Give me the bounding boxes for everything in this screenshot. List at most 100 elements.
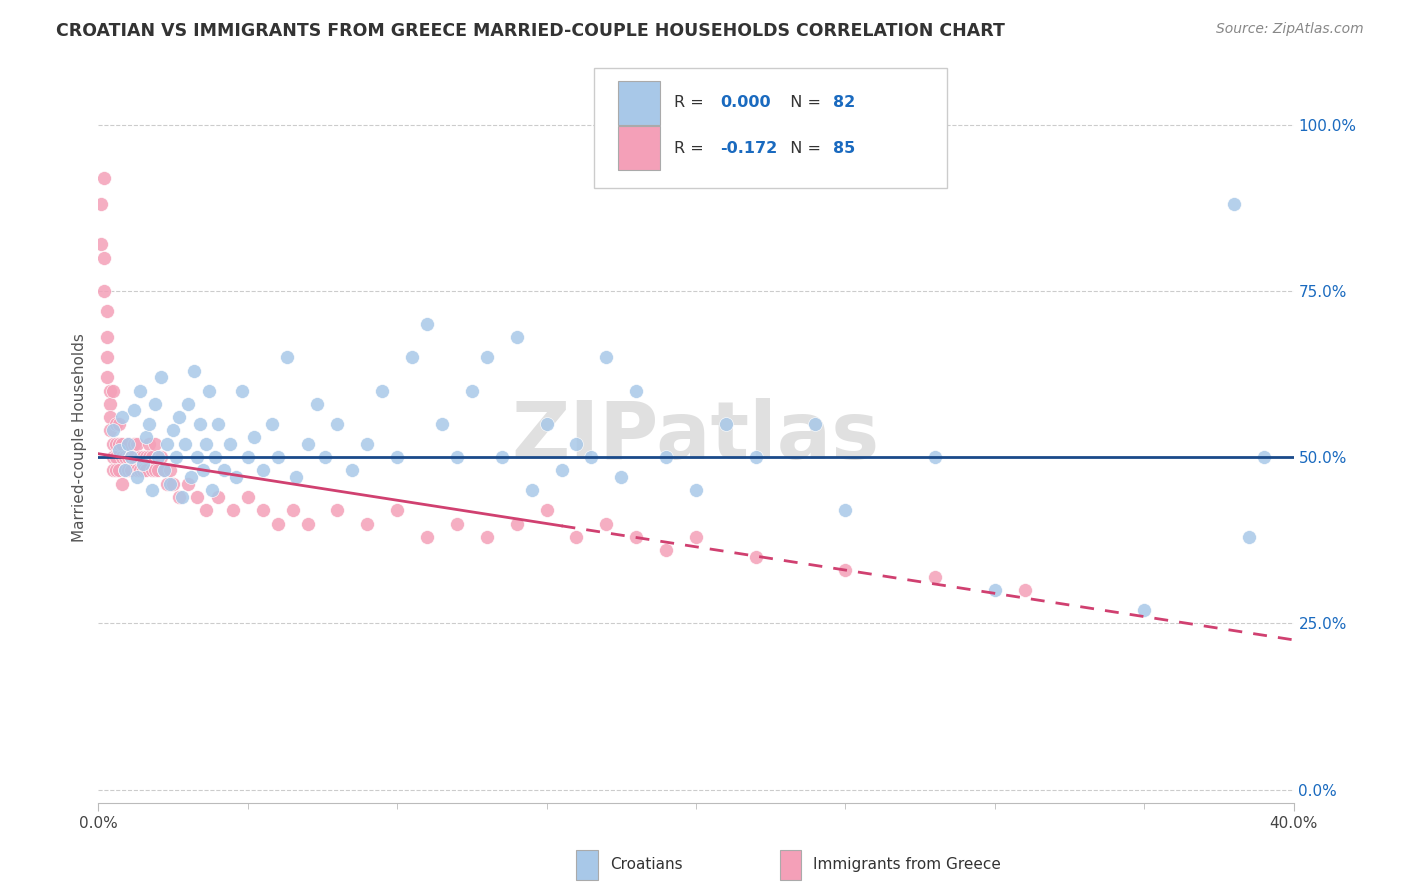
Point: [90, 197, 112, 211]
Point: [162, 476, 184, 491]
Point: [984, 582, 1007, 597]
Point: [96, 330, 118, 344]
Point: [195, 436, 218, 450]
Point: [581, 450, 603, 464]
Point: [446, 450, 468, 464]
Y-axis label: Married-couple Households: Married-couple Households: [72, 333, 87, 541]
Point: [117, 436, 139, 450]
Point: [550, 463, 572, 477]
Point: [201, 483, 224, 498]
Point: [98, 410, 122, 425]
Point: [191, 463, 214, 477]
Point: [103, 450, 125, 464]
Point: [297, 436, 319, 450]
Point: [98, 397, 122, 411]
Point: [93, 284, 115, 298]
Point: [111, 476, 134, 491]
Point: [114, 463, 136, 477]
Point: [103, 436, 125, 450]
Point: [124, 436, 146, 450]
Point: [138, 417, 160, 431]
Point: [595, 516, 617, 531]
Point: [204, 450, 226, 464]
Point: [243, 430, 266, 444]
Point: [385, 503, 409, 517]
Point: [1253, 450, 1275, 464]
Point: [267, 516, 290, 531]
Point: [141, 463, 163, 477]
Point: [745, 450, 768, 464]
Point: [236, 490, 259, 504]
Point: [655, 450, 678, 464]
Text: R =: R =: [675, 95, 710, 111]
Point: [153, 463, 176, 477]
Point: [117, 436, 139, 450]
Point: [461, 384, 484, 398]
Point: [834, 563, 856, 577]
Point: [315, 450, 337, 464]
Point: [188, 417, 211, 431]
Point: [506, 516, 529, 531]
Point: [297, 516, 319, 531]
Text: N =: N =: [779, 95, 825, 111]
Point: [105, 417, 128, 431]
Point: [96, 351, 118, 365]
Point: [222, 503, 245, 517]
Point: [162, 424, 184, 438]
Point: [124, 403, 146, 417]
Point: [177, 476, 200, 491]
Text: CROATIAN VS IMMIGRANTS FROM GREECE MARRIED-COUPLE HOUSEHOLDS CORRELATION CHART: CROATIAN VS IMMIGRANTS FROM GREECE MARRI…: [56, 22, 1005, 40]
Point: [105, 436, 128, 450]
Point: [159, 463, 181, 477]
Point: [138, 450, 160, 464]
Point: [120, 463, 142, 477]
Point: [195, 503, 218, 517]
Point: [143, 397, 166, 411]
Point: [141, 450, 163, 464]
Point: [105, 463, 128, 477]
Point: [150, 450, 173, 464]
Point: [148, 463, 170, 477]
Point: [93, 170, 115, 185]
Point: [371, 384, 394, 398]
Point: [143, 436, 166, 450]
FancyBboxPatch shape: [619, 126, 661, 170]
Point: [610, 470, 633, 484]
Point: [124, 450, 146, 464]
Text: N =: N =: [779, 141, 825, 156]
Point: [1237, 530, 1260, 544]
Point: [281, 503, 304, 517]
Point: [745, 549, 768, 564]
Point: [143, 463, 166, 477]
FancyBboxPatch shape: [619, 81, 661, 125]
Point: [186, 490, 208, 504]
Point: [98, 384, 122, 398]
Point: [96, 370, 118, 384]
Text: ZIPatlas: ZIPatlas: [512, 398, 880, 476]
Point: [111, 436, 134, 450]
Point: [260, 417, 283, 431]
Point: [108, 417, 131, 431]
Point: [506, 330, 529, 344]
Point: [150, 370, 173, 384]
Point: [132, 457, 155, 471]
Point: [804, 417, 827, 431]
Point: [219, 436, 242, 450]
Point: [252, 503, 274, 517]
Point: [105, 450, 128, 464]
Point: [685, 530, 707, 544]
Text: Source: ZipAtlas.com: Source: ZipAtlas.com: [1216, 22, 1364, 37]
Point: [103, 384, 125, 398]
FancyBboxPatch shape: [576, 850, 598, 880]
Point: [120, 450, 142, 464]
Point: [117, 450, 139, 464]
Text: 85: 85: [834, 141, 856, 156]
Point: [186, 450, 208, 464]
Point: [114, 450, 136, 464]
Point: [714, 417, 737, 431]
Point: [103, 424, 125, 438]
Point: [475, 351, 498, 365]
Point: [141, 483, 163, 498]
Point: [108, 463, 131, 477]
Point: [135, 450, 157, 464]
